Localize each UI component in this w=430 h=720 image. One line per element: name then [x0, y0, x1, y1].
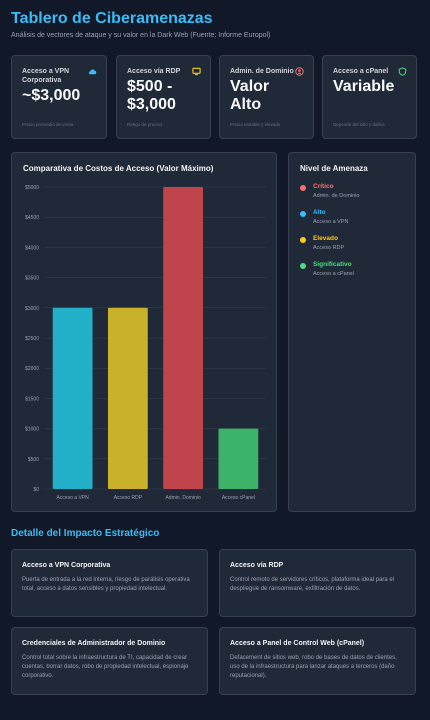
- x-tick-label: Acceso a VPN: [57, 495, 90, 501]
- kpi-note: Precio promedio de venta: [22, 122, 74, 127]
- y-tick-label: $3000: [25, 306, 39, 312]
- legend-dot: [300, 185, 306, 191]
- y-tick-label: $3500: [25, 276, 39, 282]
- card-title: Acceso a Panel de Control Web (cPanel): [230, 640, 365, 647]
- kpi-note: Depende del sitio y daños: [333, 122, 385, 127]
- chart-title: Comparativa de Costos de Acceso (Valor M…: [23, 164, 214, 173]
- bar-0: [52, 307, 93, 489]
- legend-desc: Acceso a cPanel: [313, 271, 354, 277]
- x-tick-label: Acceso cPanel: [222, 495, 255, 501]
- threat-level-panel: Nivel de Amenaza Crítico Admin. de Domin…: [288, 152, 416, 512]
- kpi-label: Acceso vía RDP: [127, 68, 181, 75]
- user-circle-icon: [295, 67, 304, 76]
- card-text: Defacement de sitios web, robo de bases …: [230, 655, 397, 679]
- y-tick-label: $5000: [25, 185, 39, 191]
- y-tick-label: $4500: [25, 215, 39, 221]
- card-text: Control total sobre la infraestructura d…: [22, 655, 189, 679]
- kpi-card-vpn: Acceso a VPN Corporativa ~$3,000 Precio …: [11, 55, 107, 139]
- legend-desc: Admin. de Dominio: [313, 193, 360, 199]
- kpi-value: Valor Alto: [230, 78, 270, 113]
- legend-dot: [300, 211, 306, 217]
- kpi-label: Acceso a VPN Corporativa: [22, 68, 70, 84]
- y-tick-label: $500: [28, 457, 39, 463]
- y-tick-label: $1500: [25, 396, 39, 402]
- legend-title: Nivel de Amenaza: [300, 164, 368, 173]
- card-title: Acceso vía RDP: [230, 562, 284, 569]
- legend-name: Alto: [313, 209, 326, 216]
- y-tick-label: $2500: [25, 336, 39, 342]
- impact-card-domain-admin: Credenciales de Administrador de Dominio…: [11, 627, 208, 695]
- kpi-card-rdp: Acceso vía RDP $500 - $3,000 Rango de pr…: [116, 55, 211, 139]
- legend-name: Crítico: [313, 183, 334, 190]
- cloud-icon: [88, 69, 97, 75]
- card-text: Control remoto de servidores críticos, p…: [230, 577, 395, 592]
- monitor-icon: [192, 67, 201, 76]
- shield-icon: [398, 67, 407, 76]
- bar-1: [107, 307, 148, 489]
- card-title: Acceso a VPN Corporativa: [22, 562, 111, 569]
- kpi-card-cpanel: Acceso a cPanel Variable Depende del sit…: [322, 55, 417, 139]
- page-title: Tablero de Ciberamenazas: [11, 10, 213, 27]
- card-text: Puerta de entrada a la red interna, ries…: [22, 577, 190, 592]
- legend-desc: Acceso RDP: [313, 245, 345, 251]
- impact-card-rdp: Acceso vía RDP Control remoto de servido…: [219, 549, 416, 617]
- kpi-note: Rango de precios: [127, 122, 163, 127]
- page-subtitle: Análisis de vectores de ataque y su valo…: [11, 32, 271, 39]
- kpi-note: Precio variable y elevado: [230, 122, 281, 127]
- x-tick-label: Admin. Dominio: [165, 495, 201, 501]
- impact-card-cpanel: Acceso a Panel de Control Web (cPanel) D…: [219, 627, 416, 695]
- kpi-label: Admin. de Dominio: [230, 68, 294, 75]
- y-tick-label: $2000: [25, 366, 39, 372]
- bar-chart: $0 $500 $1000 $1500 $2000 $2500 $3000 $3500 $400…: [25, 185, 266, 501]
- kpi-card-domain-admin: Admin. de Dominio Valor Alto Precio vari…: [219, 55, 314, 139]
- y-tick-label: $0: [33, 487, 39, 493]
- x-tick-label: Acceso RDP: [114, 495, 143, 501]
- legend-dot: [300, 263, 306, 269]
- impact-section-title: Detalle del Impacto Estratégico: [11, 528, 160, 539]
- kpi-value: Variable: [333, 78, 395, 95]
- legend-desc: Acceso a VPN: [313, 219, 349, 225]
- y-tick-label: $1000: [25, 427, 39, 433]
- card-title: Credenciales de Administrador de Dominio: [22, 640, 166, 647]
- y-tick-label: $4000: [25, 245, 39, 251]
- bar-3: [218, 428, 259, 489]
- legend-name: Elevado: [313, 235, 338, 242]
- chart-panel: $0 $500 $1000 $1500 $2000 $2500 $3000 $3500 $400…: [11, 152, 277, 512]
- kpi-label: Acceso a cPanel: [333, 68, 389, 75]
- legend-name: Significativo: [313, 261, 352, 268]
- bar-2: [163, 187, 204, 489]
- impact-card-vpn: Acceso a VPN Corporativa Puerta de entra…: [11, 549, 208, 617]
- kpi-value: $500 - $3,000: [127, 78, 176, 113]
- kpi-value: ~$3,000: [22, 87, 81, 104]
- legend-dot: [300, 237, 306, 243]
